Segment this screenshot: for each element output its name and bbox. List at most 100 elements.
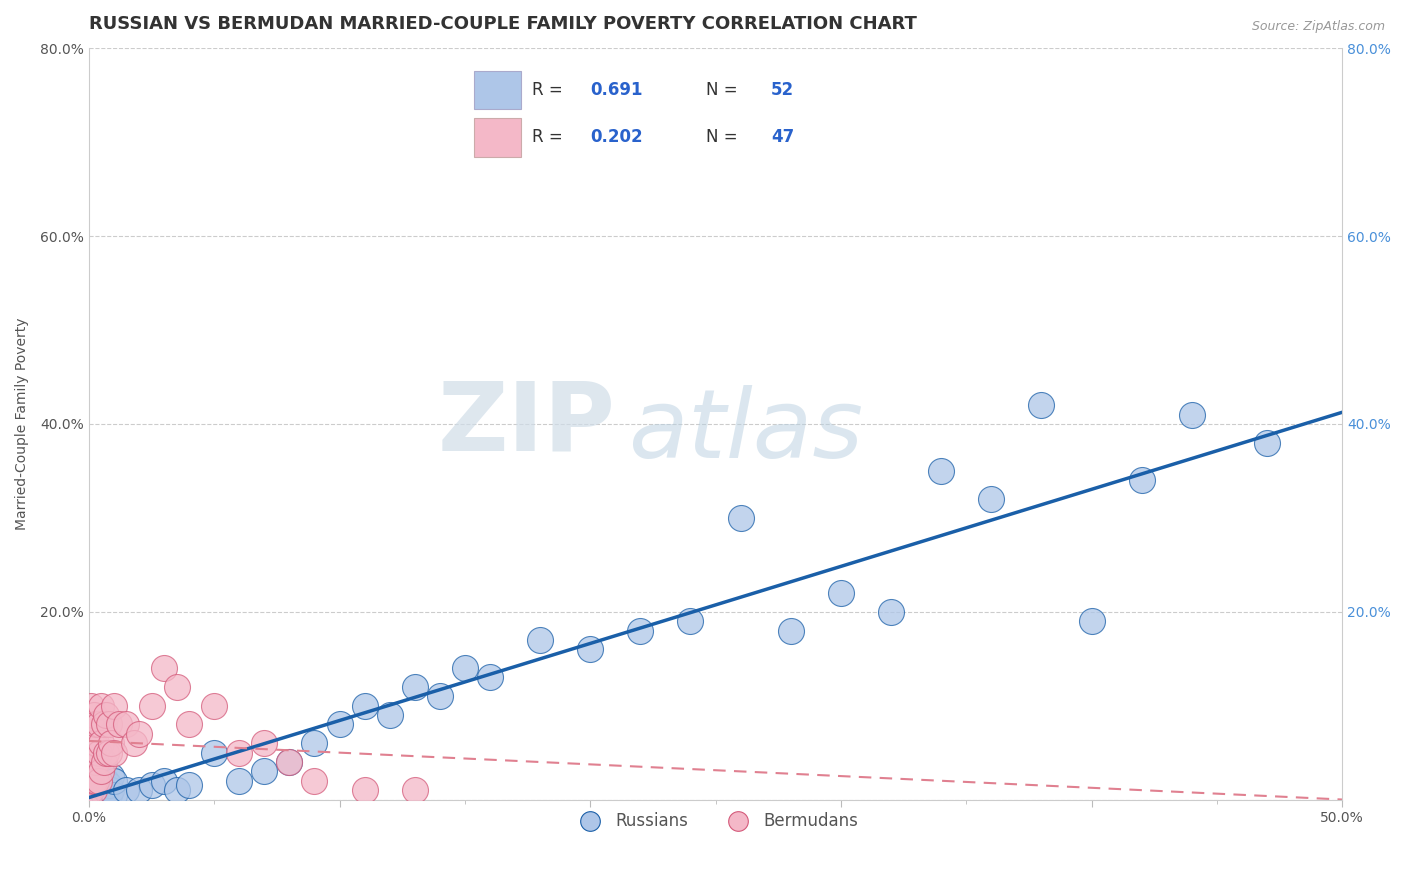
Point [103, 746, 125, 760]
Point [80, 746, 103, 760]
Point [86, 783, 108, 797]
Point [90, 736, 112, 750]
Point [122, 736, 145, 750]
Point [96, 783, 118, 797]
Point [1130, 473, 1153, 487]
Point [83, 736, 105, 750]
Point [378, 708, 401, 723]
Point [141, 779, 163, 793]
Point [100, 736, 122, 750]
Point [478, 670, 501, 684]
Point [86, 773, 108, 788]
Point [730, 511, 752, 525]
Point [179, 779, 201, 793]
Point [93, 755, 115, 769]
Point [96, 773, 118, 788]
Point [86, 736, 108, 750]
Point [83, 788, 105, 802]
Point [97, 717, 120, 731]
Point [1256, 435, 1278, 450]
Point [404, 680, 426, 694]
Text: ZIP: ZIP [437, 377, 616, 470]
Point [80, 783, 103, 797]
Point [96, 746, 118, 760]
Point [90, 698, 112, 713]
Point [128, 727, 150, 741]
Point [228, 746, 250, 760]
Point [87, 779, 110, 793]
Point [166, 783, 188, 797]
Point [80, 764, 103, 779]
Point [90, 773, 112, 788]
Point [579, 642, 602, 657]
Point [980, 492, 1002, 507]
Point [179, 717, 201, 731]
Text: atlas: atlas [628, 385, 863, 478]
Point [100, 769, 122, 783]
Point [87, 788, 110, 802]
Point [87, 746, 110, 760]
Point [97, 746, 120, 760]
Point [228, 773, 250, 788]
Point [880, 605, 903, 619]
Point [86, 717, 108, 731]
Point [86, 755, 108, 769]
Point [1181, 408, 1204, 422]
Point [153, 773, 176, 788]
Point [103, 773, 125, 788]
Point [87, 717, 110, 731]
Point [353, 698, 375, 713]
Point [90, 783, 112, 797]
Point [115, 783, 138, 797]
Point [128, 783, 150, 797]
Y-axis label: Married-Couple Family Poverty: Married-Couple Family Poverty [15, 318, 30, 530]
Point [103, 698, 125, 713]
Point [353, 783, 375, 797]
Point [83, 755, 105, 769]
Point [93, 717, 115, 731]
Point [80, 755, 103, 769]
Point [90, 764, 112, 779]
Point [404, 783, 426, 797]
Point [304, 736, 326, 750]
Point [80, 783, 103, 797]
Point [80, 698, 103, 713]
Point [278, 755, 301, 769]
Point [83, 773, 105, 788]
Point [1080, 614, 1102, 628]
Point [679, 614, 702, 628]
Point [304, 773, 326, 788]
Point [529, 632, 551, 647]
Point [202, 746, 225, 760]
Point [1031, 398, 1053, 412]
Point [779, 624, 801, 638]
Point [93, 779, 115, 793]
Point [100, 783, 122, 797]
Point [830, 586, 852, 600]
Point [87, 773, 110, 788]
Point [115, 717, 138, 731]
Point [202, 698, 225, 713]
Point [83, 708, 105, 723]
Point [454, 661, 477, 675]
Point [278, 755, 301, 769]
Point [97, 779, 120, 793]
Point [80, 773, 103, 788]
Point [103, 788, 125, 802]
Point [253, 764, 276, 779]
Text: RUSSIAN VS BERMUDAN MARRIED-COUPLE FAMILY POVERTY CORRELATION CHART: RUSSIAN VS BERMUDAN MARRIED-COUPLE FAMIL… [89, 15, 917, 33]
Point [141, 698, 163, 713]
Point [929, 464, 952, 478]
Point [96, 708, 118, 723]
Point [83, 773, 105, 788]
Point [108, 717, 131, 731]
Point [253, 736, 276, 750]
Point [97, 788, 120, 802]
Point [80, 736, 103, 750]
Point [80, 717, 103, 731]
Point [153, 661, 176, 675]
Point [86, 764, 108, 779]
Text: Source: ZipAtlas.com: Source: ZipAtlas.com [1251, 20, 1385, 33]
Point [429, 690, 451, 704]
Point [83, 783, 105, 797]
